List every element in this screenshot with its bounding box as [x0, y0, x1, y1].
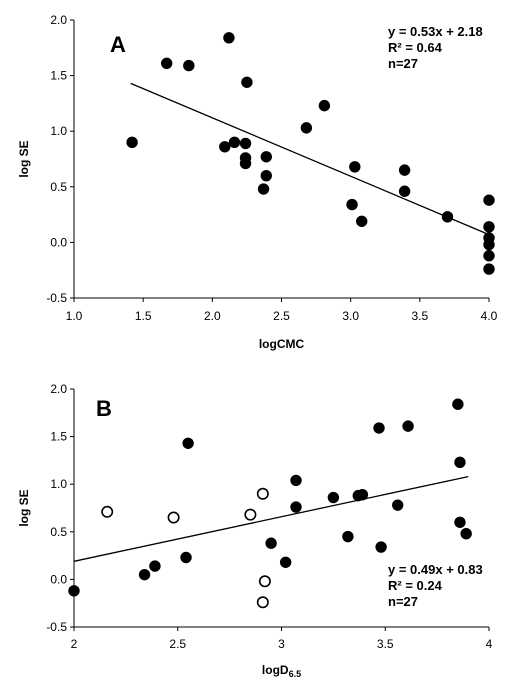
data-point-open	[244, 508, 257, 521]
data-point-filled	[180, 551, 192, 564]
x-tick-label: 2.5	[273, 309, 290, 323]
x-tick-label: 2.0	[204, 309, 221, 323]
data-point-filled	[257, 183, 270, 195]
data-point-filled	[290, 501, 302, 513]
y-tick-label: 2.0	[50, 13, 67, 27]
regression-annotation: n=27	[388, 594, 418, 609]
data-point-filled	[342, 530, 354, 543]
data-point-filled	[483, 250, 495, 262]
data-point-open	[258, 575, 271, 588]
x-tick-label: 4	[486, 637, 493, 651]
trendline	[73, 475, 469, 562]
data-point-open	[101, 505, 114, 518]
regression-annotation: R² = 0.24	[388, 578, 443, 593]
data-point-filled	[356, 488, 369, 501]
data-point-open	[256, 596, 269, 609]
y-tick-label: -0.5	[46, 620, 67, 634]
y-tick-label: 0.5	[50, 525, 67, 539]
data-point-filled	[149, 560, 161, 572]
y-tick-label: 0.0	[50, 572, 67, 586]
y-tick-label: 1.5	[50, 430, 67, 444]
x-tick-label: 4.0	[481, 309, 498, 323]
data-point-filled	[290, 474, 302, 487]
data-point-filled	[228, 136, 241, 149]
regression-annotation: n=27	[388, 56, 418, 71]
x-tick-label: 3.0	[342, 309, 359, 323]
data-point-filled	[454, 516, 466, 528]
data-point-filled	[454, 456, 466, 469]
data-point-filled	[265, 537, 277, 549]
regression-annotation: y = 0.53x + 2.18	[388, 24, 483, 39]
regression-annotation: R² = 0.64	[388, 40, 443, 55]
data-point-filled	[460, 528, 472, 540]
data-point-filled	[346, 198, 358, 211]
data-point-filled	[241, 76, 253, 88]
data-point-filled	[279, 556, 292, 568]
data-point-filled	[160, 57, 173, 70]
data-point-filled	[349, 161, 361, 173]
data-point-filled	[182, 437, 194, 449]
data-point-filled	[356, 215, 368, 227]
data-point-filled	[452, 398, 464, 410]
y-tick-label: 0.5	[50, 180, 67, 194]
data-point-filled	[300, 122, 313, 134]
data-point-filled	[398, 185, 411, 197]
data-point-filled	[138, 568, 151, 581]
data-point-filled	[239, 157, 252, 170]
data-point-filled	[402, 420, 414, 432]
data-point-open	[167, 511, 180, 524]
y-tick-label: 1.0	[50, 124, 67, 138]
x-axis-label: logCMC	[259, 337, 305, 351]
x-tick-label: 3.5	[377, 637, 394, 651]
x-tick-label: 3	[278, 637, 285, 651]
data-point-filled	[392, 499, 404, 511]
x-tick-label: 2.5	[169, 637, 186, 651]
data-point-filled	[483, 238, 495, 251]
x-axis-label: logD6.5	[262, 663, 301, 679]
y-axis-label: log SE	[17, 140, 31, 177]
data-point-filled	[327, 491, 340, 504]
data-point-filled	[126, 136, 138, 149]
data-point-filled	[483, 221, 495, 233]
data-point-filled	[483, 194, 495, 206]
panel-label: A	[110, 32, 126, 57]
y-axis-label: log SE	[17, 489, 31, 526]
data-point-filled	[260, 169, 272, 182]
data-point-filled	[373, 422, 385, 434]
y-tick-label: 1.5	[50, 69, 67, 83]
y-tick-label: -0.5	[46, 291, 67, 305]
regression-annotation: y = 0.49x + 0.83	[388, 562, 483, 577]
data-point-filled	[219, 141, 231, 153]
data-point-filled	[260, 151, 272, 163]
x-tick-label: 2	[71, 637, 78, 651]
data-point-filled	[398, 164, 411, 176]
x-tick-label: 1.0	[66, 309, 83, 323]
panel-label: B	[96, 396, 112, 421]
y-tick-label: 2.0	[50, 382, 67, 396]
data-point-filled	[223, 32, 235, 44]
x-tick-label: 3.5	[411, 309, 428, 323]
data-point-open	[256, 487, 269, 500]
y-tick-label: 0.0	[50, 235, 67, 249]
data-point-filled	[183, 59, 195, 72]
data-point-filled	[375, 541, 387, 553]
data-point-filled	[318, 99, 331, 112]
data-point-filled	[68, 585, 80, 597]
data-point-filled	[441, 211, 454, 223]
chart-panel-a: -0.5 0.0 0.5 1.0 1.5 2.0 1.0 1.5 2.0 2.5 3.0 3.5 4.0…	[17, 13, 498, 351]
chart-panel-b: -0.5 0.0 0.5 1.0 1.5 2.0 2 2.5 3 3.5 4 logD6.5 log S…	[17, 382, 493, 679]
trendline	[130, 82, 490, 236]
y-tick-label: 1.0	[50, 477, 67, 491]
data-point-filled	[483, 263, 495, 275]
x-tick-label: 1.5	[135, 309, 152, 323]
data-point-filled	[239, 137, 252, 150]
